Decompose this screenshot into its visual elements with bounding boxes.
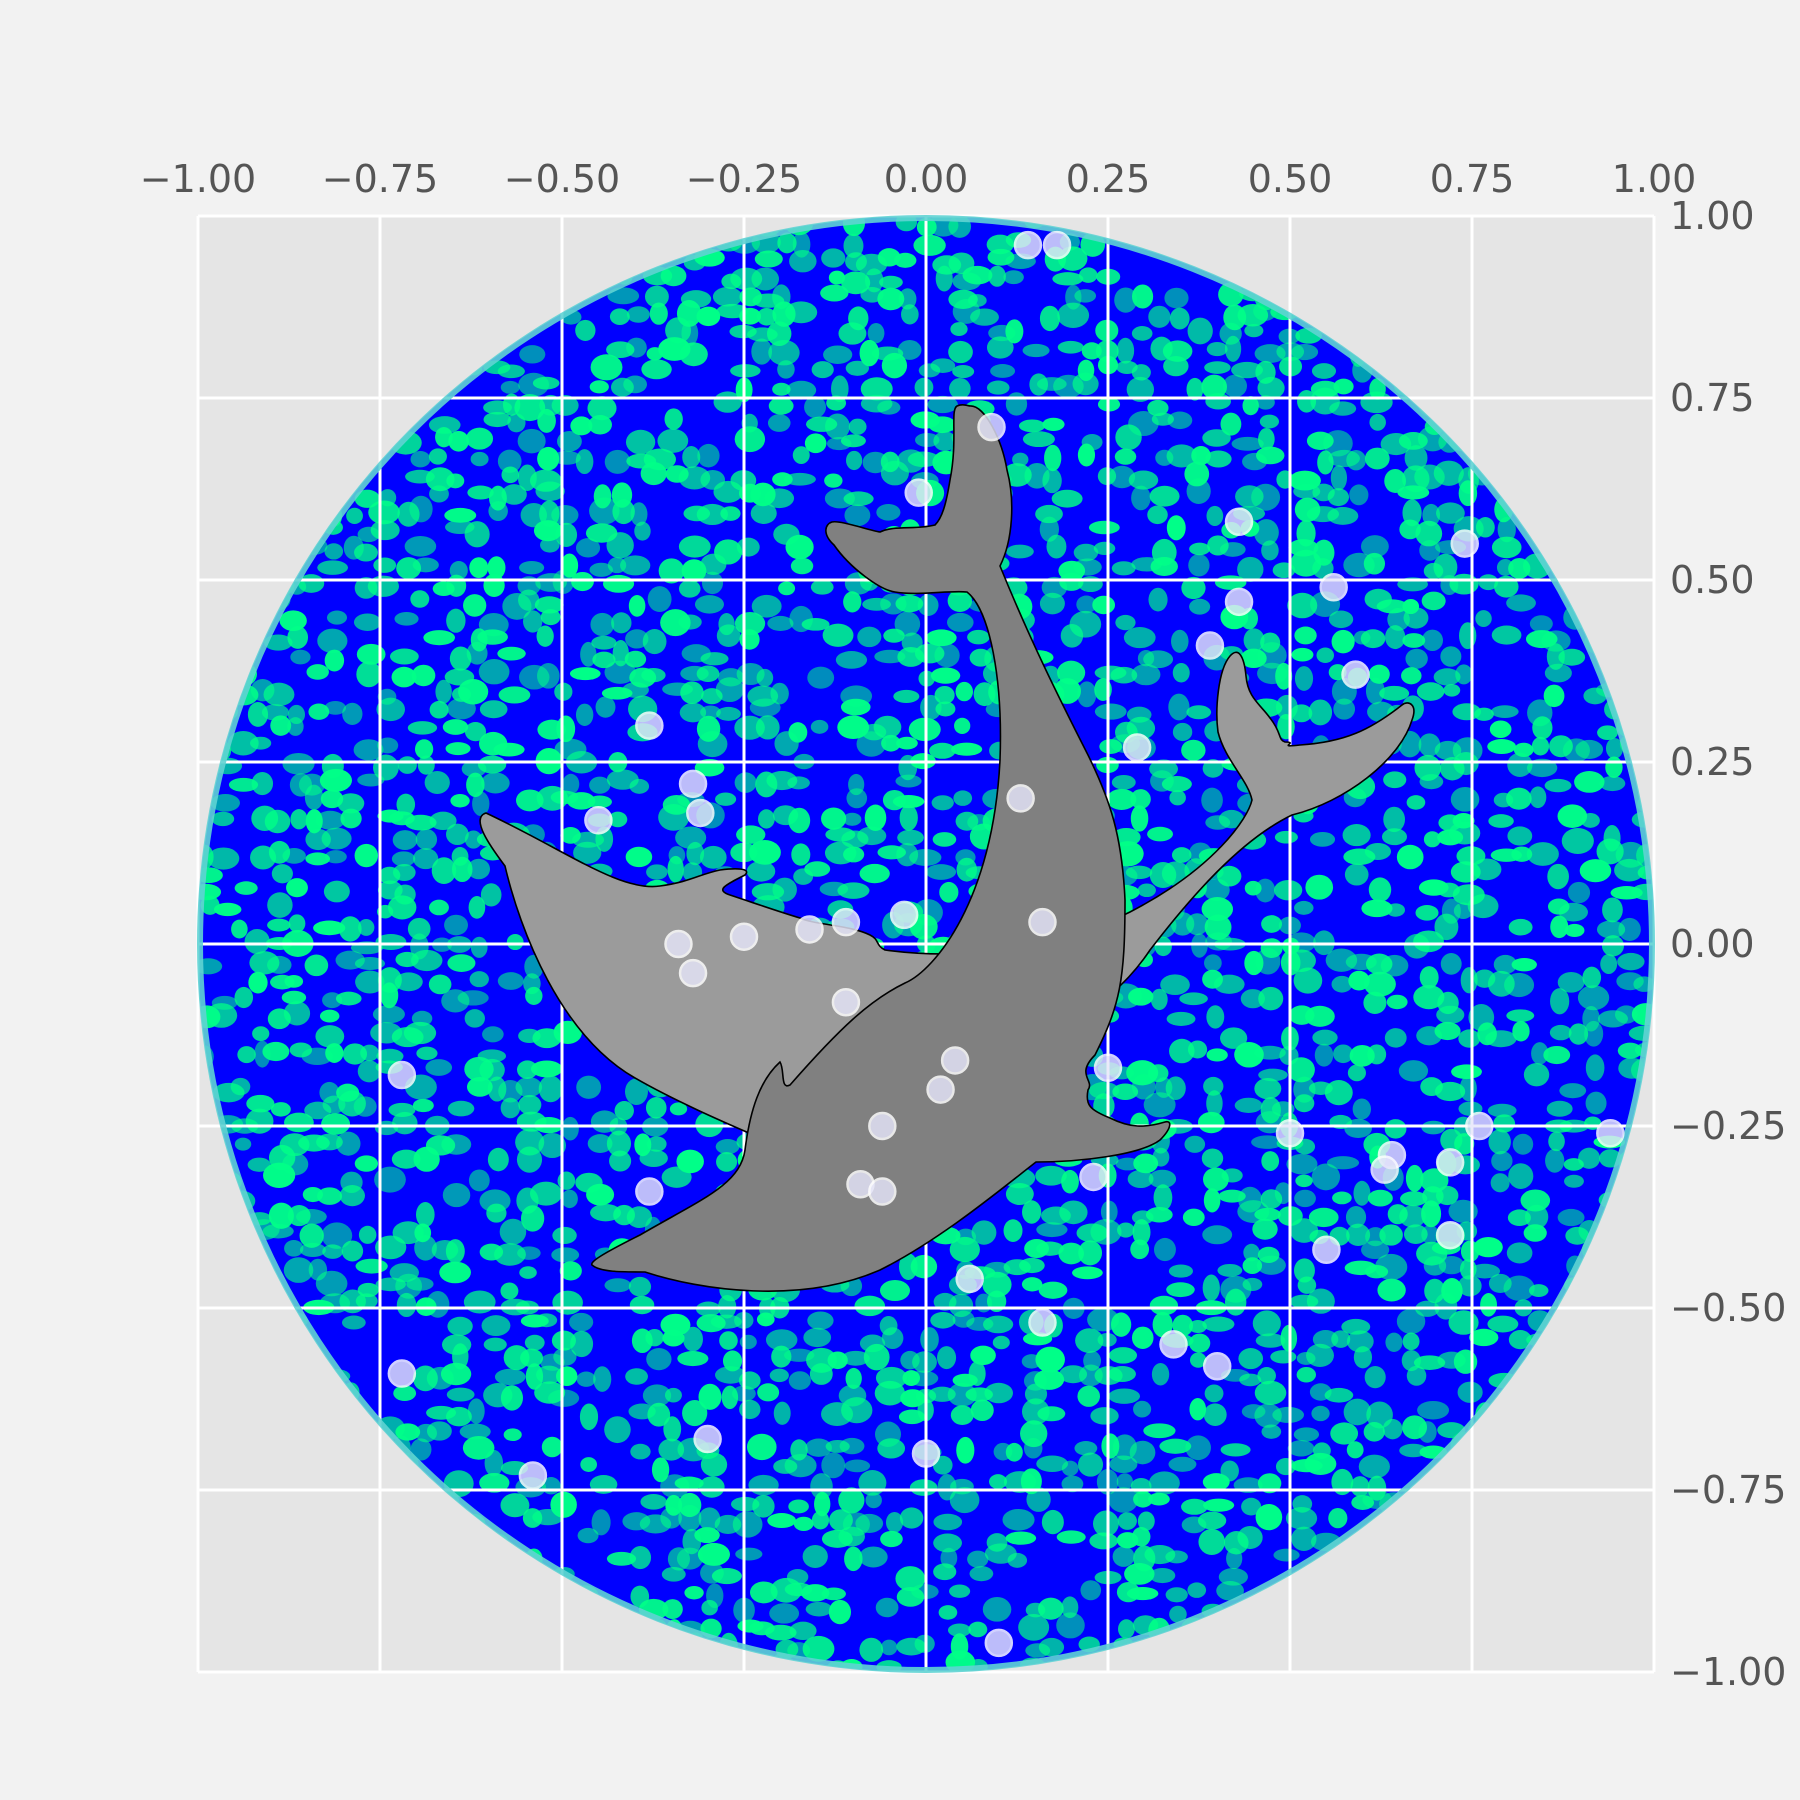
scatter-point xyxy=(1042,230,1072,260)
scatter-point xyxy=(955,1264,984,1294)
scatter-point xyxy=(1341,660,1370,689)
scatter-point xyxy=(1028,907,1057,937)
scatter-point xyxy=(1224,587,1254,617)
x-tick-label: −0.75 xyxy=(322,157,438,201)
scatter-point xyxy=(1370,1155,1399,1184)
scatter-point xyxy=(831,987,861,1017)
x-tick-label: −1.00 xyxy=(140,157,256,201)
scatter-point xyxy=(1006,784,1035,813)
scatter-point xyxy=(984,1628,1014,1658)
scatter-point xyxy=(940,1046,970,1075)
dolphin-front-body xyxy=(591,404,1171,1292)
y-tick-labels: 1.00 0.75 0.50 0.25 0.00 −0.25 −0.50 −0.75 −1.00 xyxy=(1670,194,1786,1694)
scatter-point xyxy=(868,1111,897,1141)
scatter-point xyxy=(1275,1119,1305,1148)
y-tick-label: 1.00 xyxy=(1670,194,1755,238)
x-tick-label: 0.25 xyxy=(1066,157,1151,201)
scatter-point xyxy=(977,412,1006,442)
x-tick-label: −0.50 xyxy=(504,157,620,201)
scatter-point xyxy=(1028,1308,1057,1337)
y-tick-label: 0.25 xyxy=(1670,740,1755,784)
scatter-point xyxy=(1224,507,1254,537)
scatter-point xyxy=(1013,230,1043,260)
x-tick-label: 1.00 xyxy=(1612,157,1697,201)
scatter-point xyxy=(584,805,613,835)
scatter-point xyxy=(1465,1111,1494,1141)
scatter-point xyxy=(1596,1119,1625,1148)
scatter-point xyxy=(1435,1220,1465,1250)
disc-edge xyxy=(197,215,1655,1673)
x-tick-label: 0.50 xyxy=(1248,157,1333,201)
y-tick-label: 0.75 xyxy=(1670,376,1755,420)
scatter-point xyxy=(911,1439,941,1468)
y-tick-label: −0.25 xyxy=(1670,1104,1786,1148)
scatter-point xyxy=(926,1075,955,1104)
scatter-point xyxy=(678,958,708,988)
x-tick-label: −0.25 xyxy=(686,157,802,201)
scatter-point xyxy=(1312,1235,1341,1265)
scatter-point xyxy=(889,900,919,930)
scatter-point xyxy=(1122,733,1152,762)
scatter-point xyxy=(387,1060,417,1090)
scatter-point xyxy=(1079,1162,1108,1192)
grid xyxy=(196,214,1656,1674)
scatter-point xyxy=(387,1359,417,1388)
dolphin-front xyxy=(591,404,1171,1292)
scatter-point xyxy=(1202,1351,1232,1381)
x-tick-label: 0.00 xyxy=(884,157,969,201)
scatter-point xyxy=(1093,1053,1123,1083)
scatter-point xyxy=(686,798,715,828)
x-tick-label: 0.75 xyxy=(1430,157,1515,201)
y-tick-label: −1.00 xyxy=(1670,1650,1786,1694)
scatter-point xyxy=(1435,1148,1465,1177)
y-tick-label: −0.75 xyxy=(1670,1468,1786,1512)
scatter-point xyxy=(795,915,824,944)
scatter-point xyxy=(1195,631,1225,660)
scatter-point xyxy=(1159,1330,1188,1359)
scatter-point xyxy=(831,907,861,937)
scatter-point xyxy=(868,1177,897,1206)
scatter-point xyxy=(729,922,759,951)
scatter-point xyxy=(693,1424,722,1454)
scatter-point xyxy=(904,478,933,507)
scatter-point xyxy=(1450,529,1479,558)
scatter-point xyxy=(518,1461,548,1490)
scatter-point xyxy=(635,1177,664,1206)
scatter-point xyxy=(1319,573,1348,602)
scatter-point xyxy=(635,711,664,740)
y-tick-label: −0.50 xyxy=(1670,1286,1786,1330)
x-tick-labels: −1.00 −0.75 −0.50 −0.25 0.00 0.25 0.50 0.75 1.00 xyxy=(140,157,1697,201)
scatter-point xyxy=(664,929,693,959)
y-tick-label: 0.00 xyxy=(1670,922,1755,966)
scatter-point xyxy=(678,769,708,799)
scatter-points xyxy=(387,230,1625,1658)
y-tick-label: 0.50 xyxy=(1670,558,1755,602)
